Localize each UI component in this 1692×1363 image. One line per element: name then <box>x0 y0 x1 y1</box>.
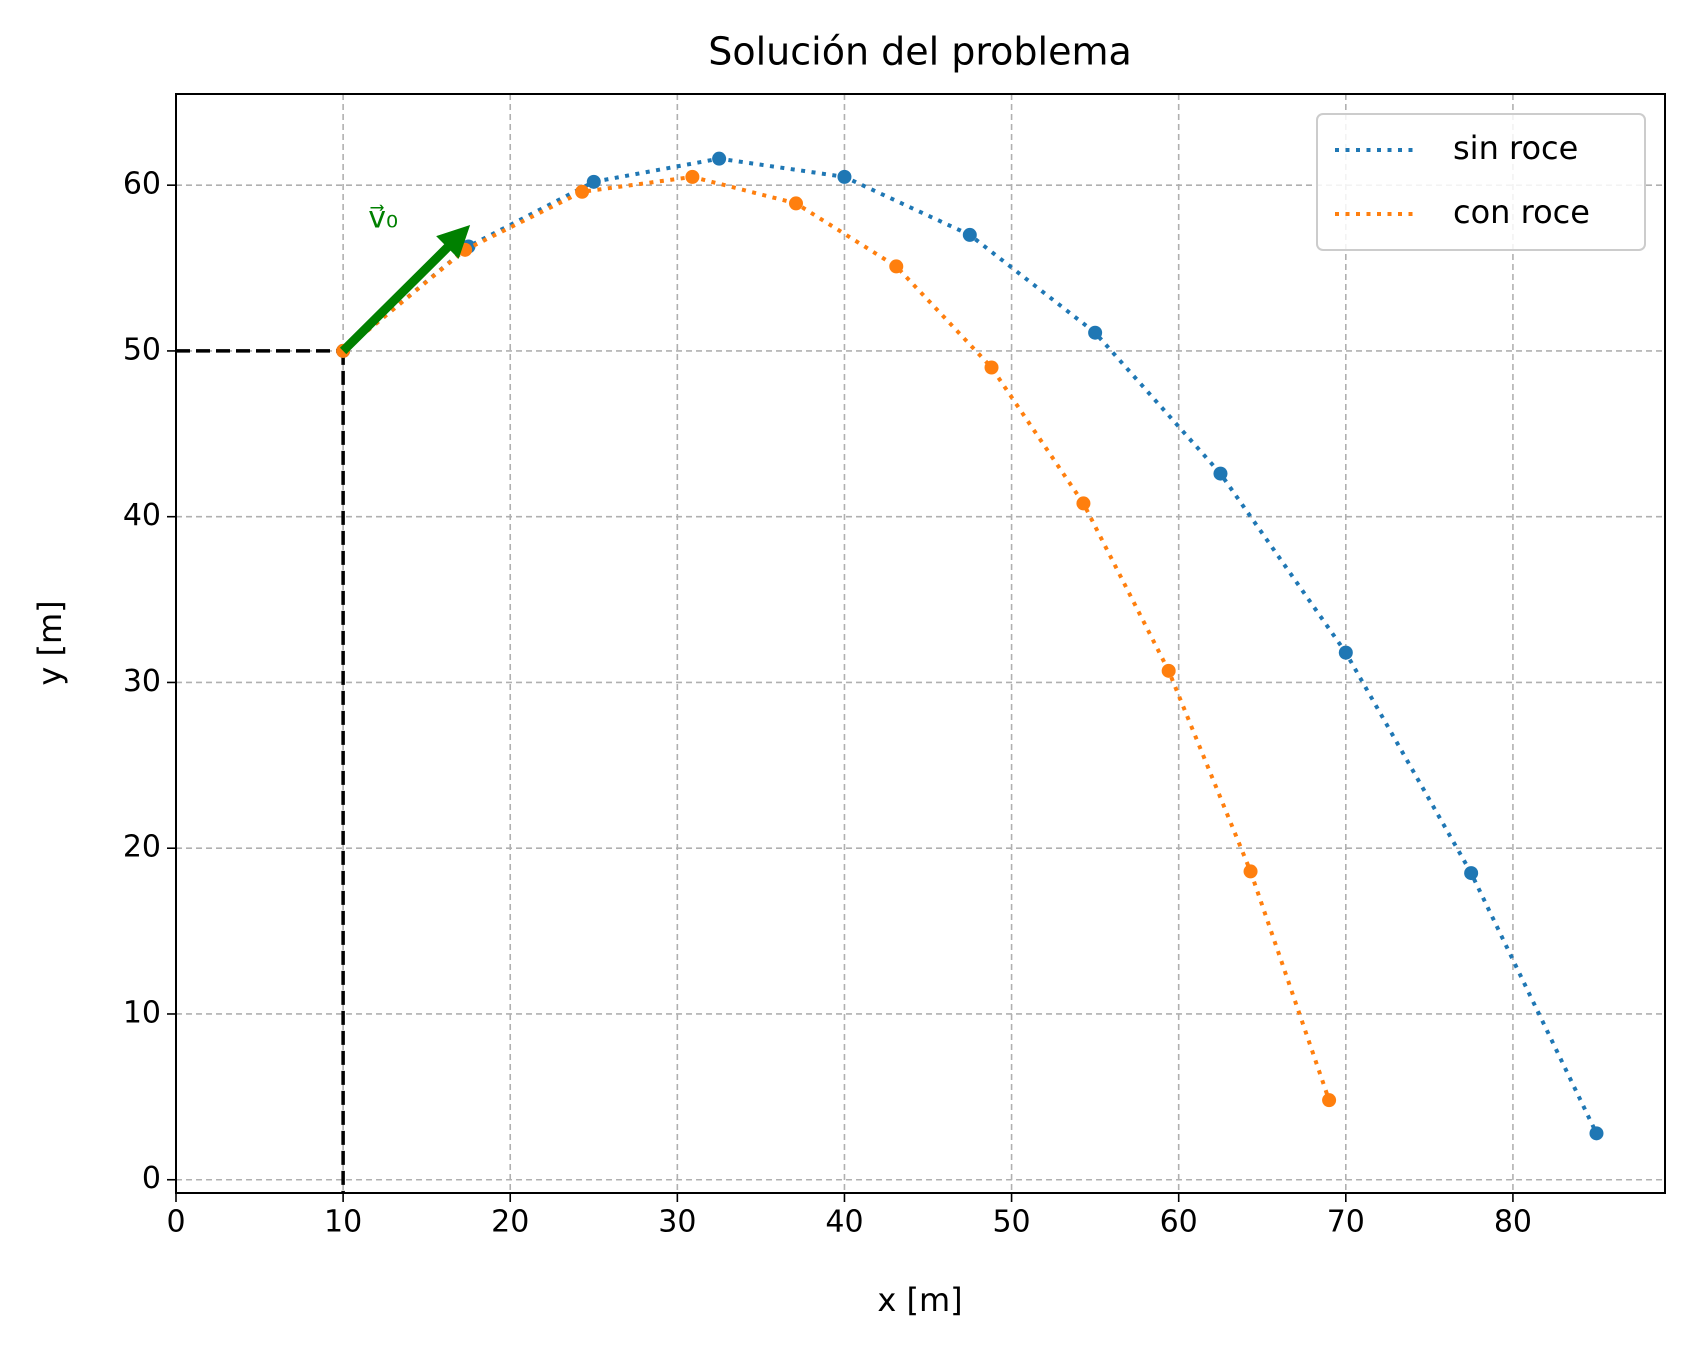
data-point <box>586 174 601 189</box>
series-line <box>341 156 1599 1135</box>
y-tick-label: 20 <box>123 830 161 865</box>
data-point <box>1213 466 1228 481</box>
data-point <box>712 151 727 166</box>
x-tick-label: 80 <box>1494 1205 1532 1240</box>
series-line <box>341 174 1331 1101</box>
data-point <box>575 184 590 199</box>
x-tick-label: 10 <box>324 1205 362 1240</box>
data-point <box>984 360 999 375</box>
velocity-arrow <box>339 224 471 355</box>
chart-title: Solución del problema <box>708 30 1132 74</box>
data-point <box>1243 864 1258 879</box>
legend-label: sin roce <box>1453 129 1578 167</box>
data-point <box>1088 325 1103 340</box>
data-point <box>962 227 977 242</box>
y-axis-label: y [m] <box>31 600 69 685</box>
arrow-shape <box>339 224 471 355</box>
legend-label: con roce <box>1453 193 1590 231</box>
x-tick-label: 20 <box>491 1205 529 1240</box>
data-point <box>889 259 904 274</box>
data-point <box>1589 1126 1604 1141</box>
x-tick-label: 60 <box>1160 1205 1198 1240</box>
x-tick-label: 30 <box>658 1205 696 1240</box>
y-tick-label: 10 <box>123 995 161 1030</box>
y-tick-label: 40 <box>123 498 161 533</box>
data-point <box>788 196 803 211</box>
data-point <box>1076 496 1091 511</box>
x-tick-label: 0 <box>166 1205 185 1240</box>
y-tick-label: 60 <box>123 167 161 202</box>
plot-frame <box>175 93 1666 1194</box>
x-axis-label: x [m] <box>877 1281 962 1319</box>
y-tick-label: 50 <box>123 332 161 367</box>
data-point <box>685 169 700 184</box>
annotation-label: v⃗₀ <box>368 200 398 235</box>
y-tick-label: 0 <box>142 1161 161 1196</box>
x-tick-label: 50 <box>992 1205 1030 1240</box>
x-tick-label: 40 <box>825 1205 863 1240</box>
x-tick-label: 70 <box>1327 1205 1365 1240</box>
data-point <box>1338 645 1353 660</box>
data-point <box>1322 1093 1337 1108</box>
data-point <box>1464 866 1479 881</box>
data-point <box>1161 663 1176 678</box>
data-point <box>837 169 852 184</box>
y-tick-label: 30 <box>123 664 161 699</box>
